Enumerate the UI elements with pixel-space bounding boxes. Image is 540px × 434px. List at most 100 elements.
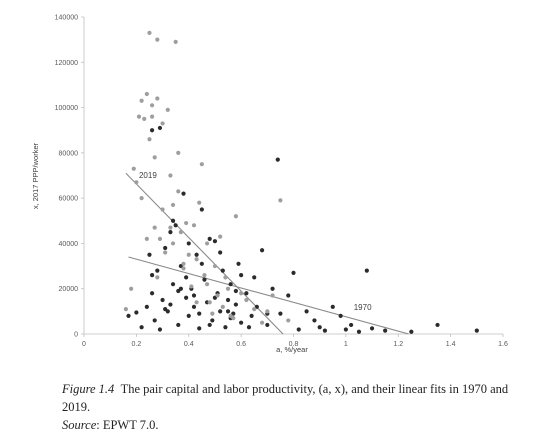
data-point	[160, 121, 165, 126]
annotations: 2019 1970	[139, 171, 372, 312]
data-point	[364, 268, 369, 273]
annotation-2019: 2019	[139, 171, 157, 180]
data-point	[189, 284, 194, 289]
data-point	[194, 257, 199, 262]
data-point	[134, 310, 139, 315]
data-point	[239, 273, 244, 278]
data-point	[343, 327, 348, 332]
data-point	[244, 291, 249, 296]
data-point	[157, 236, 163, 241]
data-point	[163, 306, 168, 312]
data-point	[296, 327, 301, 332]
data-point	[139, 98, 144, 103]
data-point	[194, 252, 199, 257]
data-point	[259, 320, 265, 325]
data-point	[223, 275, 228, 280]
data-point	[204, 241, 210, 246]
data-points	[123, 30, 479, 334]
data-point	[435, 322, 440, 328]
y-tick-label: 80000	[59, 150, 79, 157]
data-point	[170, 202, 176, 208]
data-point	[265, 322, 270, 328]
x-tick-label: 1.6	[498, 341, 508, 348]
data-point	[191, 223, 197, 228]
y-tick-label: 20000	[59, 286, 79, 293]
data-point	[152, 155, 157, 160]
annotation-1970: 1970	[354, 303, 372, 312]
data-point	[233, 302, 238, 307]
data-point	[160, 207, 165, 212]
data-point	[163, 245, 168, 251]
data-point	[218, 250, 223, 255]
data-point	[231, 316, 236, 321]
data-point	[134, 180, 139, 185]
data-point	[202, 273, 207, 278]
data-point	[186, 252, 191, 257]
data-point	[278, 198, 283, 203]
data-point	[191, 293, 197, 298]
data-point	[252, 275, 257, 280]
data-point	[356, 329, 362, 334]
data-point	[330, 304, 335, 309]
data-point	[349, 322, 354, 328]
data-point	[383, 328, 388, 333]
data-point	[225, 286, 231, 291]
data-point	[160, 297, 165, 303]
data-point	[474, 328, 479, 333]
data-point	[147, 30, 152, 35]
data-point	[139, 325, 144, 330]
data-point	[129, 286, 134, 291]
data-point	[173, 39, 178, 45]
x-axis-label: a, %/year	[276, 345, 308, 354]
data-point	[170, 218, 176, 223]
data-point	[136, 114, 142, 119]
y-tick-label: 60000	[59, 196, 79, 203]
data-point	[197, 326, 202, 331]
source-line: Source: EPWT 7.0.	[62, 416, 532, 434]
x-tick-label: 0.2	[132, 341, 142, 348]
data-point	[176, 189, 181, 194]
data-point	[225, 297, 231, 303]
y-tick-label: 40000	[59, 241, 79, 248]
data-point	[278, 311, 283, 316]
series-1970	[126, 125, 479, 334]
x-tick-label: 0.4	[184, 341, 194, 348]
data-point	[149, 114, 155, 119]
data-point	[275, 157, 280, 162]
data-point	[155, 96, 160, 101]
data-point	[212, 239, 218, 244]
data-point	[286, 318, 291, 323]
data-point	[246, 325, 252, 330]
data-point	[207, 236, 212, 241]
data-point	[152, 318, 157, 323]
figure-number: Figure 1.4	[62, 382, 115, 396]
data-point	[168, 225, 173, 230]
data-point	[244, 297, 249, 303]
data-point	[170, 241, 176, 246]
data-point	[186, 313, 191, 318]
scatter-chart: 0 20000 40000 60000 80000 100000 120000 140000 0…	[31, 15, 508, 355]
data-point	[149, 103, 155, 108]
data-point	[199, 162, 204, 167]
x-tick-label: 1	[344, 341, 348, 348]
data-point	[317, 325, 322, 330]
data-point	[157, 327, 163, 332]
data-point	[259, 248, 265, 253]
data-point	[270, 286, 275, 291]
x-tick-label: 0.8	[289, 341, 299, 348]
data-point	[409, 329, 414, 334]
data-point	[144, 91, 149, 97]
data-point	[155, 268, 160, 273]
data-point	[178, 286, 183, 291]
data-point	[223, 325, 228, 330]
y-axis-label: x, 2017 PPP/worker	[31, 142, 40, 209]
data-point	[191, 304, 197, 309]
data-point	[220, 268, 225, 273]
data-point	[178, 230, 183, 235]
data-point	[233, 214, 238, 219]
data-point	[142, 116, 147, 121]
data-point	[184, 295, 189, 300]
data-point	[176, 322, 181, 328]
data-point	[252, 306, 257, 312]
data-point	[176, 150, 181, 155]
